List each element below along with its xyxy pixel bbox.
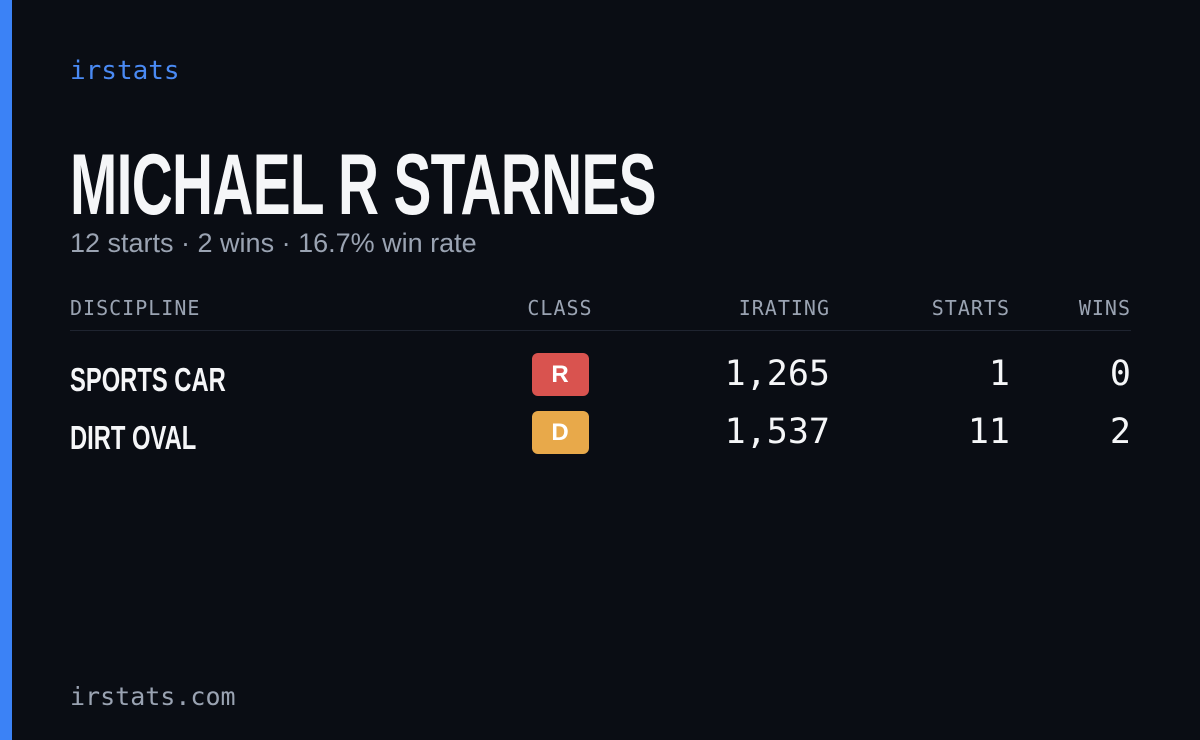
irating: 1,265 [724,354,830,394]
brand: irstats [70,56,180,86]
cell: SPORTS CAR [70,331,500,404]
cell: 1,265 [620,331,830,404]
cell: 2 [1010,403,1131,461]
cell: D [500,403,620,461]
class-badge: R [531,352,589,396]
class-badge: D [531,410,589,454]
wins: 0 [1109,354,1131,394]
cell: 1,537 [620,403,830,461]
starts: 11 [967,412,1010,452]
cell: 1 [830,331,1010,404]
column-header: IRATING [620,296,830,331]
table-row: DIRT OVAL D 1,537 11 2 [70,403,1131,461]
cell: DIRT OVAL [70,403,500,461]
wins: 2 [1109,412,1131,452]
table-head: DISCIPLINE CLASS IRATING STARTS WINS [70,296,1131,331]
table-row: SPORTS CAR R 1,265 1 0 [70,331,1131,404]
footer: irstats.com [70,682,236,711]
column-header: DISCIPLINE [70,296,500,331]
table-body: SPORTS CAR R 1,265 1 0 DIRT OVAL D 1,537 11 2 [70,331,1131,462]
cell: 11 [830,403,1010,461]
header-row: DISCIPLINE CLASS IRATING STARTS WINS [70,296,1131,331]
discipline: DIRT OVAL [70,419,197,456]
discipline: SPORTS CAR [70,361,226,398]
accent-bar [0,0,12,740]
column-header: CLASS [500,296,620,331]
column-header: STARTS [830,296,1010,331]
stats-table: DISCIPLINE CLASS IRATING STARTS WINS SPORTS … [70,296,1131,461]
driver-name: MICHAEL R STARNES [70,137,657,233]
cell: 0 [1010,331,1131,404]
starts: 1 [988,354,1010,394]
cell: R [500,331,620,404]
column-header: WINS [1010,296,1131,331]
irating: 1,537 [724,412,830,452]
summary: 12 starts · 2 wins · 16.7% win rate [70,228,477,258]
